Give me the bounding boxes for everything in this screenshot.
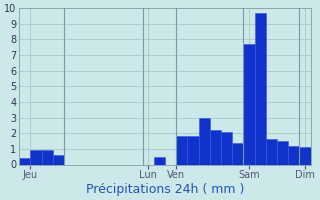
Bar bbox=[210, 130, 221, 164]
Bar bbox=[300, 147, 311, 164]
Bar bbox=[266, 139, 277, 164]
Bar bbox=[199, 118, 210, 164]
Bar bbox=[244, 44, 255, 164]
Bar bbox=[288, 146, 300, 164]
Bar bbox=[30, 150, 42, 164]
Bar bbox=[154, 157, 165, 164]
Bar bbox=[221, 132, 232, 164]
Bar bbox=[277, 141, 288, 164]
Bar bbox=[176, 136, 187, 164]
X-axis label: Précipitations 24h ( mm ): Précipitations 24h ( mm ) bbox=[86, 183, 244, 196]
Bar bbox=[187, 136, 199, 164]
Bar bbox=[255, 13, 266, 164]
Bar bbox=[232, 143, 244, 164]
Bar bbox=[42, 150, 53, 164]
Bar bbox=[19, 158, 30, 164]
Bar bbox=[53, 155, 64, 164]
